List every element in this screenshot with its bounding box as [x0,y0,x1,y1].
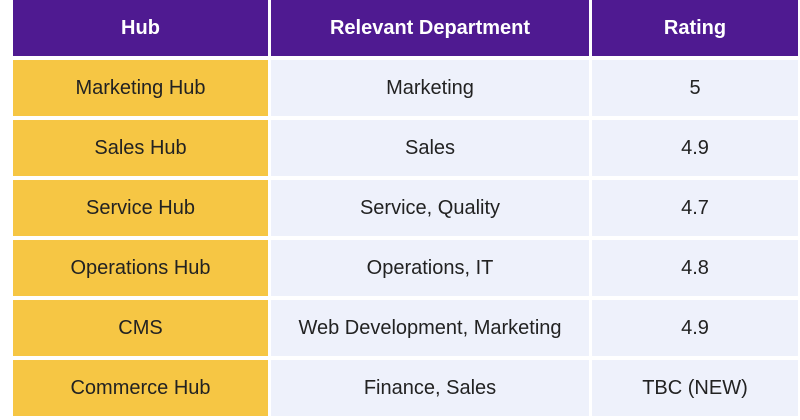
table-row-rating: 4.7 [592,180,798,236]
table-row-rating: 4.9 [592,120,798,176]
table-row-hub: Sales Hub [13,120,268,176]
table-row-hub: Marketing Hub [13,60,268,116]
table-row-hub: CMS [13,300,268,356]
table-row-rating: 4.8 [592,240,798,296]
table-row-department: Sales [271,120,589,176]
table-row-department: Service, Quality [271,180,589,236]
table-row-rating: 4.9 [592,300,798,356]
table-row-hub: Commerce Hub [13,360,268,416]
table-row-hub: Service Hub [13,180,268,236]
header-rating: Rating [592,0,798,56]
table-row-rating: 5 [592,60,798,116]
hub-comparison-table: Hub Relevant Department Rating Marketing… [13,0,798,416]
header-relevant-department: Relevant Department [271,0,589,56]
table-row-department: Operations, IT [271,240,589,296]
header-hub: Hub [13,0,268,56]
table-row-department: Web Development, Marketing [271,300,589,356]
table-row-rating: TBC (NEW) [592,360,798,416]
table-row-hub: Operations Hub [13,240,268,296]
table-row-department: Finance, Sales [271,360,589,416]
table-row-department: Marketing [271,60,589,116]
